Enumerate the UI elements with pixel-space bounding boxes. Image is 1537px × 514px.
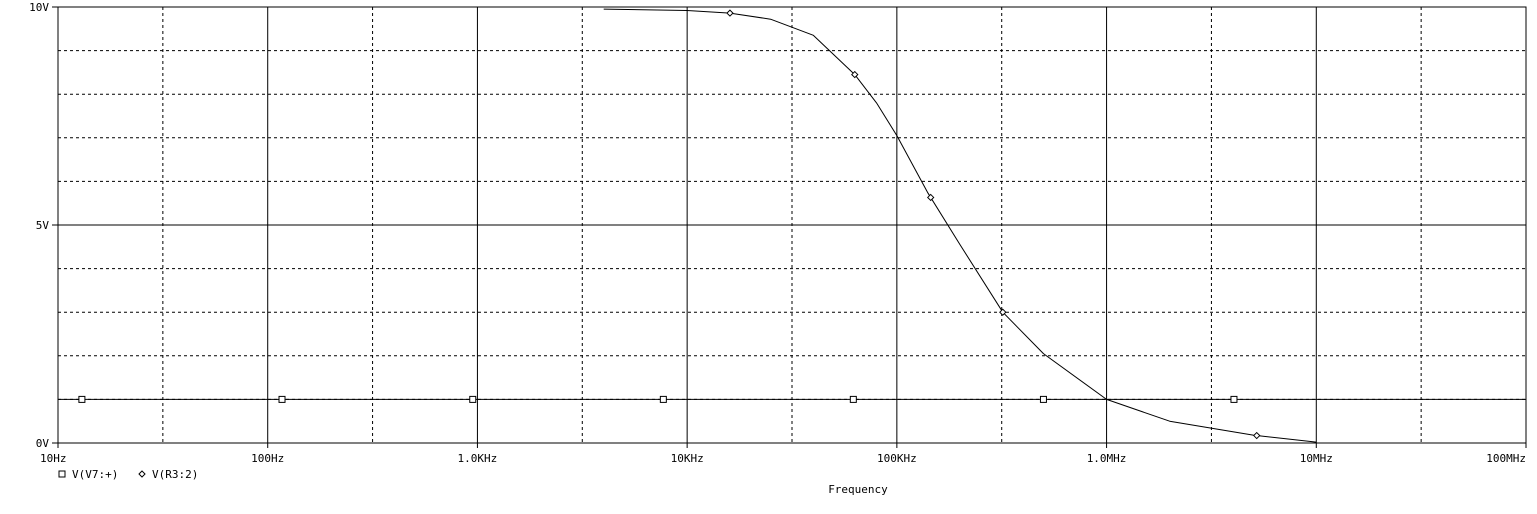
- series-marker-1: [278, 395, 286, 403]
- series-marker-2: [999, 308, 1007, 316]
- legend-marker-1: [58, 470, 66, 478]
- x-tick-label: 100Hz: [251, 452, 284, 465]
- series-marker-2: [926, 193, 935, 202]
- series-marker-1: [849, 395, 857, 403]
- x-tick-label: 100KHz: [877, 452, 917, 465]
- x-tick-label: 10MHz: [1300, 452, 1333, 465]
- series-marker-2: [726, 9, 734, 17]
- grid: [58, 7, 1526, 443]
- legend-label-2: V(R3:2): [152, 468, 198, 481]
- legend-marker-2: [138, 470, 146, 478]
- series-marker-1: [659, 395, 667, 403]
- x-tick-label: 10KHz: [671, 452, 704, 465]
- legend: V(V7:+) V(R3:2): [58, 468, 198, 481]
- series-line-2: [603, 8, 1317, 443]
- legend-label-1: V(V7:+): [72, 468, 118, 481]
- series-marker-1: [1230, 395, 1238, 403]
- x-axis-label: Frequency: [828, 483, 888, 496]
- x-tick-label: 10Hz: [40, 452, 67, 465]
- x-tick-label: 100MHz: [1486, 452, 1526, 465]
- series-marker-1: [469, 395, 477, 403]
- x-tick-label: 1.0KHz: [458, 452, 498, 465]
- series-marker-2: [1253, 431, 1261, 440]
- x-tick-label: 1.0MHz: [1087, 452, 1127, 465]
- x-axis: 10Hz 100Hz 1.0KHz 10KHz 100KHz 1.0MHz 10MHz 100…: [40, 443, 1527, 465]
- y-tick-label: 10V: [29, 1, 49, 14]
- series-marker-1: [1039, 395, 1047, 403]
- y-axis: 0V 5V 10V: [29, 1, 58, 450]
- series-layer: [58, 8, 1526, 443]
- series-marker-2: [851, 70, 859, 79]
- y-tick-label: 5V: [36, 219, 50, 232]
- series-marker-1: [78, 395, 86, 403]
- y-tick-label: 0V: [36, 437, 50, 450]
